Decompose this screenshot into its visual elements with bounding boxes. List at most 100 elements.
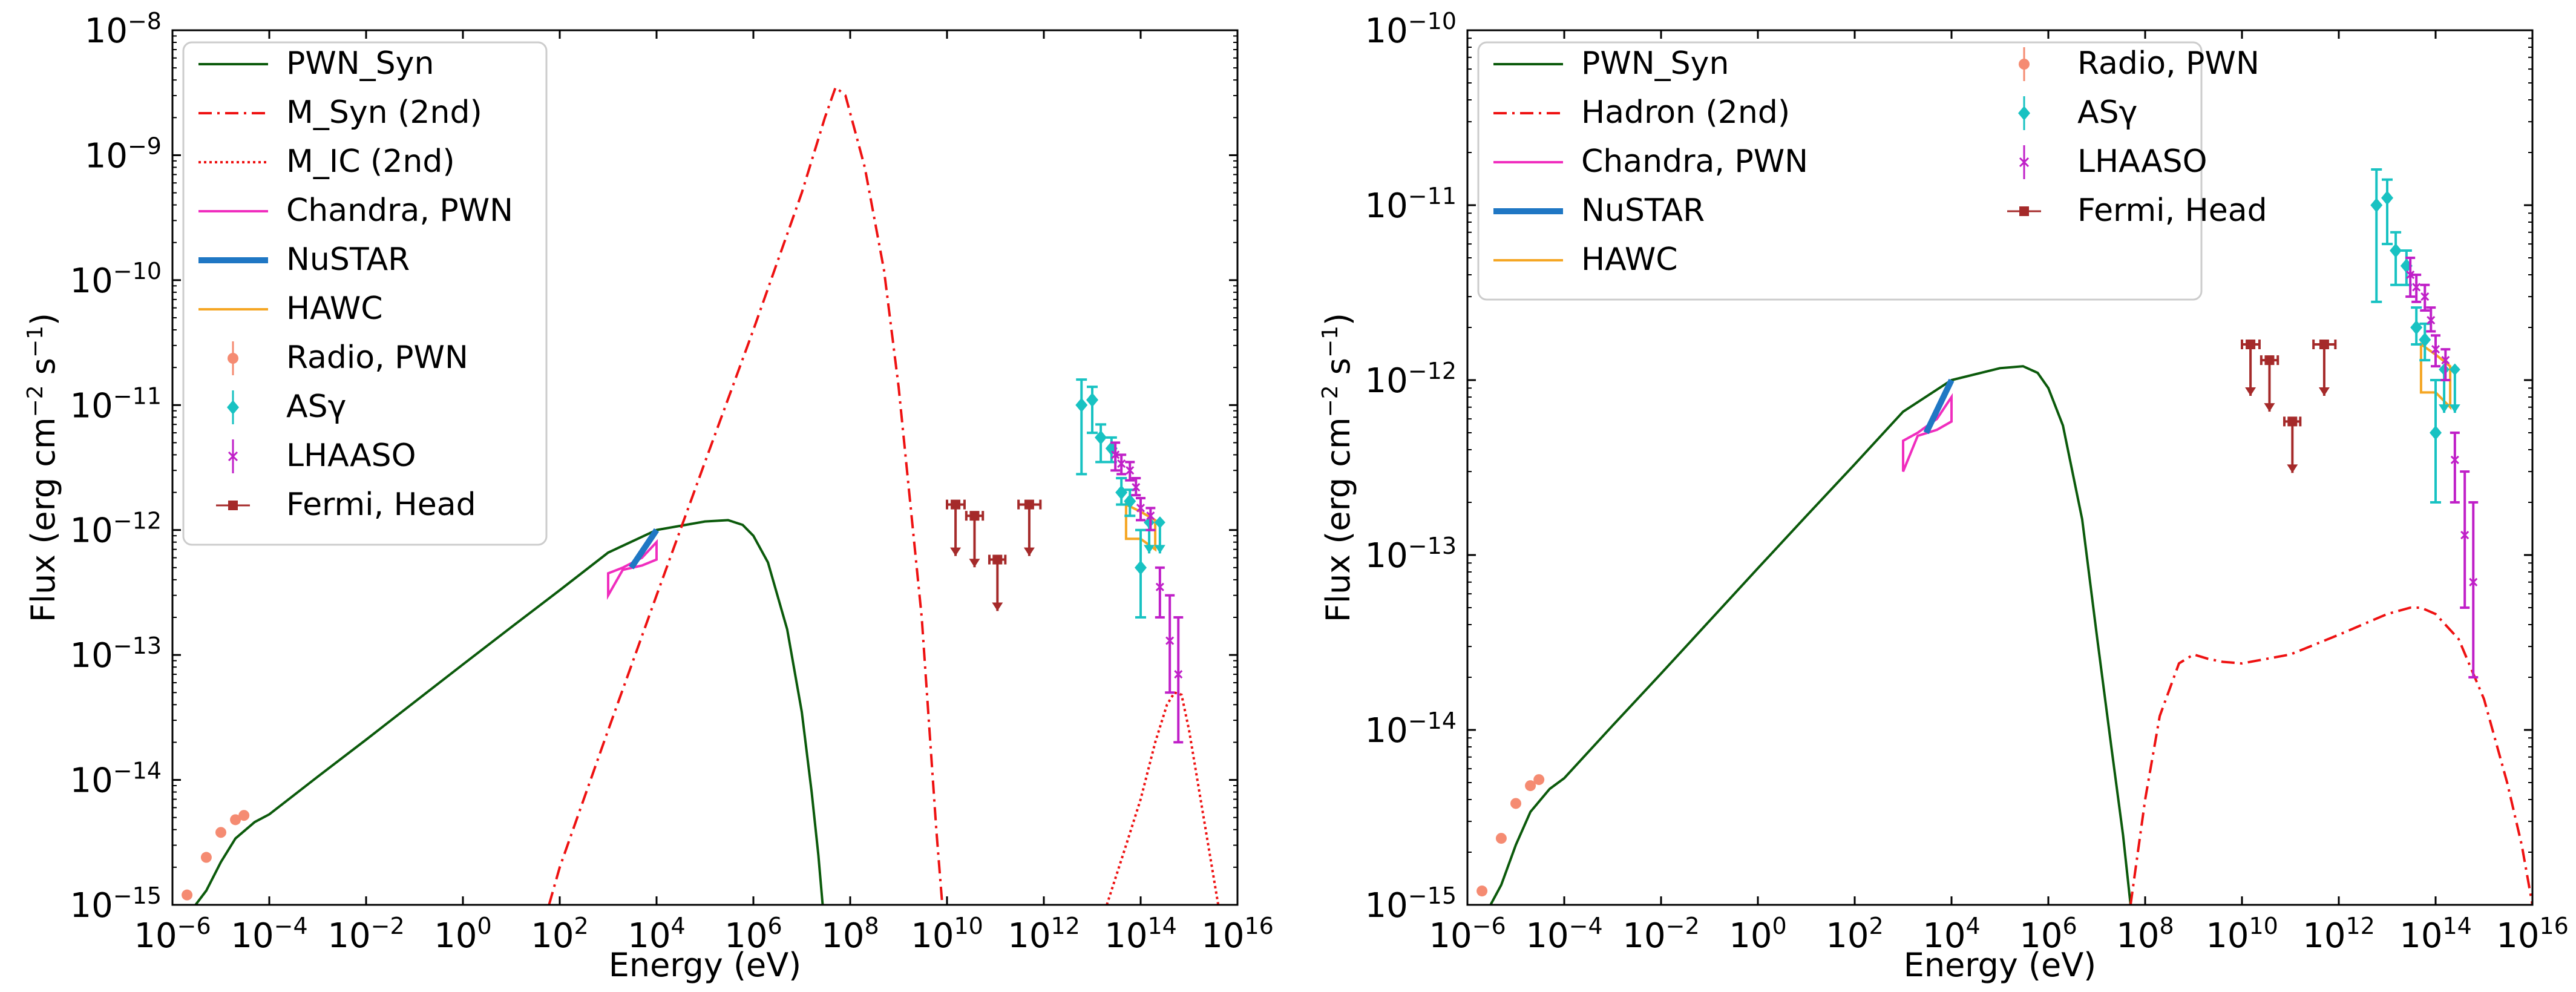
segment-nustar (629, 528, 660, 570)
legend-label: Hadron (2nd) (1581, 94, 1790, 131)
legend-swatch (2019, 59, 2030, 70)
lhaaso-point (1145, 507, 1156, 531)
legend-label: Chandra, PWN (286, 192, 513, 229)
legend-label: ASγ (286, 389, 346, 425)
legend-item: Hadron (2nd) (1493, 94, 1790, 131)
x-tick-label: 104 (1922, 913, 1980, 956)
lhaaso-point (1131, 477, 1141, 497)
y-axis-2: 10−15 10−14 10−13 10−12 10−11 10−10 (1365, 8, 2532, 925)
legend-item: HAWC (1493, 241, 1678, 278)
x-tick-label: 10−4 (231, 913, 307, 956)
legend-item: LHAASO (2019, 143, 2207, 180)
asg-point (1086, 386, 1098, 435)
lhaaso-point (1110, 441, 1121, 472)
legend-label: NuSTAR (1581, 192, 1705, 229)
x-tick-label: 10−2 (327, 913, 404, 956)
legend-swatch (2018, 106, 2030, 120)
x-tick-label: 10−6 (134, 913, 211, 956)
y-axis-1: 10−15 10−14 10−13 10−12 10−11 10−10 10−9 10−8 (70, 8, 1237, 925)
legend-item: PWN_Syn (198, 45, 434, 82)
lhaaso-point (1155, 566, 1165, 619)
legend-2: PWN_Syn Hadron (2nd) Chandra, PWN NuSTAR HAW… (1477, 41, 2267, 301)
lhaaso-point (1165, 594, 1175, 694)
legend-item: M_Syn (2nd) (198, 94, 482, 131)
x-tick-label: 1014 (1104, 913, 1177, 956)
lhaaso-point (2411, 274, 2422, 303)
x-axis-label: Energy (eV) (1904, 946, 2097, 984)
legend-box (182, 41, 548, 546)
asg-point (2449, 363, 2460, 413)
y-tick-label: 10−15 (1365, 882, 1457, 925)
radio-point (230, 814, 241, 826)
legend-label: Fermi, Head (286, 487, 476, 523)
asg-point (1154, 516, 1165, 554)
legend-swatch (227, 400, 239, 415)
asg-point (2390, 231, 2402, 286)
x-tick-label: 106 (2019, 913, 2077, 956)
y-tick-label: 10−14 (1365, 708, 1457, 751)
asg-point (1144, 516, 1155, 554)
legend-item: PWN_Syn (1493, 45, 1729, 82)
legend-label: Fermi, Head (2077, 192, 2267, 229)
y-tick-label: 10−15 (70, 882, 162, 925)
series-pwn-syn-line (1489, 365, 2132, 905)
x-tick-label: 108 (821, 913, 879, 956)
asg-point (1115, 477, 1128, 506)
series-pwn-syn-line (194, 519, 824, 905)
legend-swatch (228, 501, 238, 510)
lhaaso-point (2450, 431, 2460, 504)
legend-1: PWN_Syn M_Syn (2nd) M_IC (2nd) Chandra, PWN… (182, 41, 548, 546)
legend-label: M_IC (2nd) (286, 143, 455, 180)
radio-point (1525, 780, 1536, 792)
lhaaso-point (2426, 306, 2436, 333)
lhaaso-point (2460, 470, 2470, 609)
y-axis-label: Flux (erg cm−2 s−1) (23, 313, 63, 622)
y-tick-label: 10−8 (85, 8, 162, 51)
legend-item: LHAASO (228, 438, 416, 474)
axes-frame-1 (171, 29, 1239, 906)
lhaaso-point (2440, 348, 2451, 381)
segment-nustar (1923, 378, 1955, 435)
asg-point (1095, 423, 1107, 464)
radio-point (1533, 774, 1545, 786)
legend-label: Radio, PWN (286, 340, 468, 376)
asg-point (1135, 528, 1147, 619)
fermi-upper-limit (2241, 340, 2261, 396)
y-tick-label: 10−11 (70, 383, 162, 425)
legend-box (1477, 41, 2203, 301)
fermi-upper-limit (1017, 499, 1042, 556)
asg-point (2410, 306, 2423, 346)
plot-area-1 (182, 85, 1220, 905)
y-tick-label: 10−10 (70, 258, 162, 301)
legend-item: NuSTAR (1493, 192, 1705, 229)
radio-point (238, 810, 250, 821)
panel-1: 10−6 10−4 10−2 100 102 104 106 108 1010 1012 1014 1… (23, 8, 1274, 984)
y-tick-label: 10−13 (70, 632, 162, 675)
legend-label: Radio, PWN (2077, 45, 2260, 82)
legend-swatch (228, 353, 238, 364)
x-tick-label: 10−6 (1429, 913, 1506, 956)
x-tick-label: 1016 (1201, 913, 1274, 956)
lhaaso-point (2405, 256, 2416, 298)
lhaaso-point (1173, 616, 1184, 744)
x-tick-label: 102 (531, 913, 588, 956)
y-tick-label: 10−14 (70, 758, 162, 801)
series-m-syn-2nd--line (548, 85, 944, 905)
legend-label: M_Syn (2nd) (286, 94, 482, 131)
lhaaso-point (1125, 461, 1135, 482)
x-tick-label: 10−4 (1526, 913, 1602, 956)
x-tick-label: 1010 (911, 913, 983, 956)
asg-point (2381, 178, 2393, 246)
legend-item: Chandra, PWN (198, 192, 513, 229)
asg-point (1075, 378, 1088, 476)
x-axis-label: Energy (eV) (609, 946, 802, 984)
x-tick-label: 102 (1826, 913, 1883, 956)
x-axis-1: 10−6 10−4 10−2 100 102 104 106 108 1010 1012 1014 1… (134, 30, 1274, 956)
plot-area-2 (1476, 168, 2532, 905)
legend-label: NuSTAR (286, 241, 410, 278)
legend-label: HAWC (286, 291, 383, 327)
legend-item: ASγ (227, 389, 346, 425)
band-chandra-pwn (1902, 393, 1953, 472)
series-hadron-2nd--line (2129, 606, 2532, 905)
